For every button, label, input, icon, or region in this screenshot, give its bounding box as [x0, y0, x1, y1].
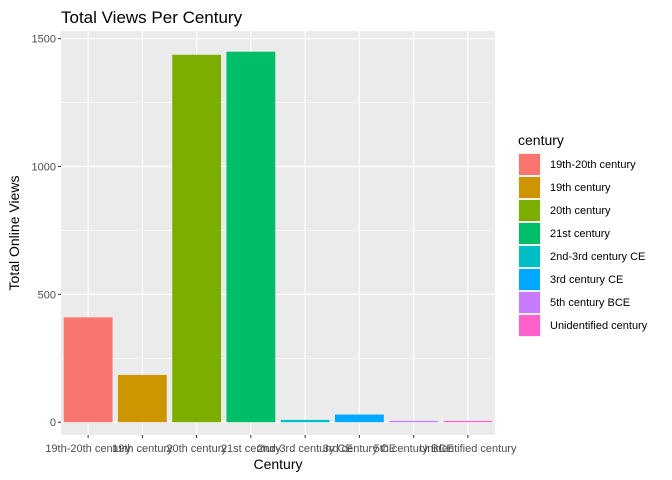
- plot-panel: [61, 31, 495, 435]
- y-axis-title: Total Online Views: [6, 176, 22, 291]
- bar: [334, 414, 384, 423]
- legend-label: 2nd-3rd century CE: [550, 251, 645, 263]
- legend-label: 20th century: [550, 205, 611, 217]
- x-tick-label: 3rd century CE: [323, 443, 396, 455]
- legend-swatch: [519, 315, 540, 336]
- legend-swatch: [519, 200, 540, 221]
- chart-title: Total Views Per Century: [61, 8, 243, 27]
- x-tick-label: 2nd-3rd century CE: [257, 443, 352, 455]
- legend-label: 3rd century CE: [550, 274, 623, 286]
- legend-swatch: [519, 177, 540, 198]
- y-axis: 0 500 1000 1500: [32, 34, 61, 429]
- bar: [63, 317, 113, 423]
- x-axis-title: Century: [253, 456, 302, 472]
- legend-swatch: [519, 292, 540, 313]
- x-tick-label: 19th-20th century: [45, 443, 131, 455]
- legend: century 19th-20th century 19th century 20t…: [518, 132, 648, 337]
- legend-label: 19th-20th century: [550, 159, 636, 171]
- bar: [280, 419, 330, 423]
- bars: [63, 51, 493, 423]
- bar: [117, 374, 167, 423]
- bar: [443, 420, 493, 423]
- legend-label: Unidentified century: [550, 320, 648, 332]
- y-tick-label: 0: [50, 417, 56, 429]
- legend-label: 5th century BCE: [550, 297, 630, 309]
- legend-swatch: [519, 154, 540, 175]
- x-tick-label: 5th century BCE: [374, 443, 454, 455]
- bar: [226, 51, 276, 423]
- bar: [172, 54, 222, 423]
- legend-title: century: [518, 132, 564, 148]
- y-tick-label: 500: [38, 289, 56, 301]
- legend-label: 19th century: [550, 182, 611, 194]
- legend-items: 19th-20th century 19th century 20th centur…: [518, 153, 648, 337]
- y-tick-label: 1500: [32, 34, 56, 46]
- x-tick-label: 21st century: [221, 443, 281, 455]
- legend-swatch: [519, 246, 540, 267]
- x-tick-label: Unidentified century: [419, 443, 517, 455]
- bar: [389, 420, 439, 423]
- x-tick-label: 20th century: [166, 443, 227, 455]
- legend-swatch: [519, 269, 540, 290]
- legend-label: 21st century: [550, 228, 610, 240]
- x-tick-label: 19th century: [112, 443, 173, 455]
- legend-swatch: [519, 223, 540, 244]
- y-tick-label: 1000: [32, 162, 56, 174]
